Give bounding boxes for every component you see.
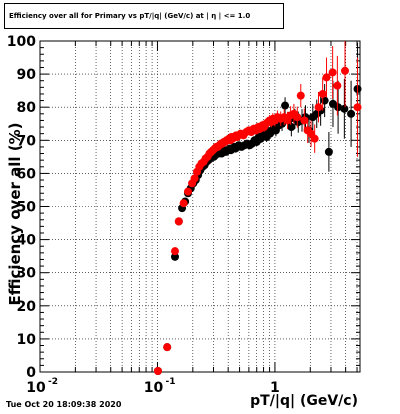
data-point [353,103,362,112]
x-tick-label: 10 [26,380,46,396]
data-point [296,91,305,100]
y-tick-label: 80 [17,100,37,116]
x-tick-label-exponent: -1 [165,377,175,387]
y-tick-label: 60 [17,166,37,182]
data-point [347,109,356,118]
y-tick-label: 40 [17,233,37,249]
data-point [287,123,296,132]
data-point [328,68,337,77]
data-point [174,217,183,226]
data-point [281,101,290,110]
data-point [179,199,188,208]
y-tick-label: 50 [17,200,37,216]
y-tick-label: 100 [7,34,36,50]
chart-title-box: Efficiency over all for Primary vs pT/|q… [4,3,284,29]
data-point [310,134,319,143]
grid-lines [39,40,360,373]
series-red-points [153,41,362,376]
data-point [333,81,342,90]
x-axis-label: pT/|q| (GeV/c) [250,393,358,409]
x-tick-label: 10 [144,380,164,396]
series-black-points [153,42,362,376]
data-point [190,174,199,183]
data-point [153,367,162,376]
y-tick-label: 70 [17,133,37,149]
y-tick-label: 0 [26,365,36,381]
y-tick-label: 10 [17,332,37,348]
x-tick-label-exponent: -2 [48,377,58,387]
data-point [324,147,333,156]
data-point [318,89,327,98]
data-point [170,247,179,256]
data-point [314,103,323,112]
data-point [300,116,309,125]
data-point [322,73,331,82]
data-point [170,252,179,261]
data-point [184,187,193,196]
data-point [293,113,302,122]
footer-timestamp: Tue Oct 20 18:09:38 2020 [6,400,122,409]
y-tick-label: 30 [17,266,37,282]
y-tick-label: 90 [17,67,37,83]
y-axis-label: Efficiency over all (%) [6,123,24,306]
data-point [334,103,343,112]
y-tick-label: 20 [17,299,37,315]
x-tick-label: 1 [270,380,280,396]
data-point [163,343,172,352]
chart-title: Efficiency over all for Primary vs pT/|q… [9,12,251,20]
data-point [341,66,350,75]
data-point [340,104,349,113]
